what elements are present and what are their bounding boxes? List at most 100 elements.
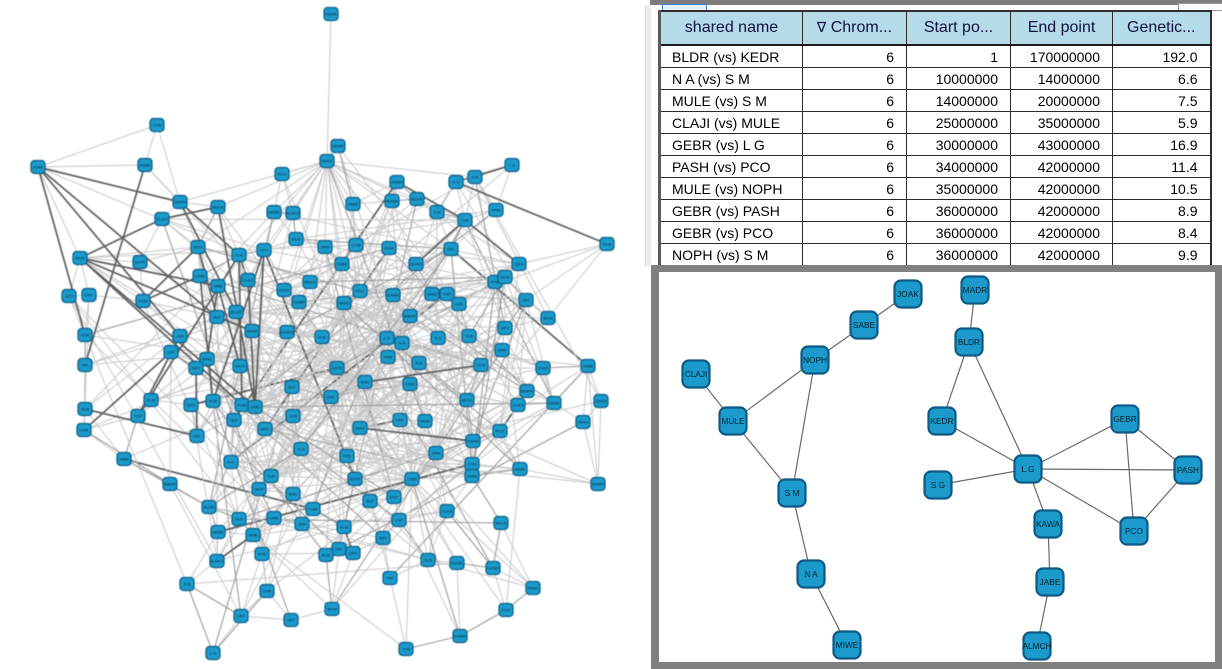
- svg-text:OPL: OPL: [335, 547, 344, 552]
- svg-text:L G: L G: [1021, 464, 1034, 474]
- svg-text:VRT: VRT: [522, 298, 530, 303]
- svg-text:BLDR: BLDR: [231, 310, 242, 315]
- svg-text:DLP: DLP: [65, 294, 73, 299]
- svg-text:SABE: SABE: [337, 262, 348, 267]
- svg-text:CYN: CYN: [477, 363, 486, 368]
- svg-text:SABE: SABE: [140, 163, 151, 168]
- svg-text:S M: S M: [183, 582, 190, 587]
- svg-text:S G: S G: [931, 480, 945, 490]
- svg-text:ZRM: ZRM: [432, 451, 441, 456]
- svg-text:ALMCH: ALMCH: [210, 559, 224, 564]
- svg-text:JOAK: JOAK: [33, 165, 44, 170]
- svg-text:LRP: LRP: [395, 518, 403, 523]
- svg-text:KLM: KLM: [81, 333, 89, 338]
- svg-text:NOPH: NOPH: [174, 200, 186, 205]
- svg-text:MADR: MADR: [963, 285, 987, 295]
- svg-text:N A: N A: [228, 460, 235, 465]
- svg-text:SLM: SLM: [501, 275, 509, 280]
- svg-text:S G: S G: [435, 336, 442, 341]
- svg-text:BGH: BGH: [289, 492, 298, 497]
- svg-text:ASTR: ASTR: [135, 260, 146, 265]
- svg-text:BLDR: BLDR: [958, 337, 980, 347]
- svg-text:L G: L G: [384, 336, 390, 341]
- svg-text:WLR: WLR: [255, 487, 264, 492]
- svg-text:N A: N A: [472, 175, 479, 180]
- svg-text:JOAK: JOAK: [538, 366, 549, 371]
- svg-text:MIWE: MIWE: [269, 210, 280, 215]
- svg-text:CYN: CYN: [352, 243, 361, 248]
- svg-text:NOPH: NOPH: [410, 262, 422, 267]
- svg-text:ASTR: ASTR: [332, 366, 343, 371]
- svg-text:L G: L G: [509, 163, 515, 168]
- svg-text:PRB: PRB: [492, 208, 501, 213]
- svg-text:RTB: RTB: [209, 399, 217, 404]
- svg-text:NRT: NRT: [379, 536, 388, 541]
- svg-text:ZRM: ZRM: [498, 348, 507, 353]
- svg-text:JOAK: JOAK: [384, 246, 395, 251]
- svg-text:FUM: FUM: [238, 403, 247, 408]
- svg-text:TUK: TUK: [461, 218, 469, 223]
- svg-text:ERT: ERT: [85, 293, 93, 298]
- svg-text:MIWE: MIWE: [213, 530, 224, 535]
- svg-text:CYN: CYN: [468, 462, 477, 467]
- svg-text:BGH: BGH: [361, 380, 370, 385]
- svg-text:PCO: PCO: [356, 289, 365, 294]
- svg-text:PASH: PASH: [528, 586, 539, 591]
- svg-text:LRP: LRP: [396, 418, 404, 423]
- svg-text:SABE: SABE: [583, 364, 594, 369]
- svg-text:NOPH: NOPH: [592, 482, 604, 487]
- svg-text:MNB: MNB: [203, 357, 212, 362]
- svg-text:PCO: PCO: [278, 172, 287, 177]
- svg-text:GRB: GRB: [270, 516, 279, 521]
- svg-text:QRS: QRS: [187, 403, 196, 408]
- svg-text:PASH: PASH: [322, 159, 333, 164]
- svg-text:S G: S G: [298, 447, 305, 452]
- svg-text:JABE: JABE: [1040, 577, 1061, 587]
- svg-text:YLB: YLB: [465, 334, 473, 339]
- svg-text:ZRM: ZRM: [321, 245, 330, 250]
- svg-text:KAWA: KAWA: [391, 180, 403, 185]
- svg-text:CLAJI: CLAJI: [513, 403, 524, 408]
- svg-text:GEBR: GEBR: [332, 144, 343, 149]
- svg-text:GRB: GRB: [214, 284, 223, 289]
- svg-text:TRP: TRP: [443, 292, 451, 297]
- svg-text:MULE: MULE: [495, 521, 506, 526]
- svg-text:MULE: MULE: [461, 398, 472, 403]
- svg-text:WLM: WLM: [543, 316, 552, 321]
- svg-text:TUK: TUK: [267, 474, 275, 479]
- svg-text:KAWA: KAWA: [467, 439, 479, 444]
- svg-text:L G: L G: [210, 651, 216, 656]
- svg-text:QRS: QRS: [515, 262, 524, 267]
- svg-text:NOPH: NOPH: [521, 389, 533, 394]
- svg-text:GRB: GRB: [251, 405, 260, 410]
- svg-text:JUN: JUN: [289, 414, 297, 419]
- svg-text:MNB: MNB: [249, 533, 258, 538]
- svg-text:S G: S G: [453, 180, 460, 185]
- svg-text:GEBR: GEBR: [487, 566, 498, 571]
- svg-text:N A: N A: [804, 569, 818, 579]
- svg-text:KEDR: KEDR: [325, 12, 336, 17]
- svg-text:UVB: UVB: [80, 428, 89, 433]
- svg-text:QRS: QRS: [349, 551, 358, 556]
- svg-text:PLM: PLM: [322, 553, 330, 558]
- svg-text:NOPH: NOPH: [803, 355, 827, 365]
- svg-text:TRP: TRP: [386, 576, 394, 581]
- svg-text:PRB: PRB: [343, 454, 352, 459]
- svg-text:NRT: NRT: [261, 427, 270, 432]
- svg-text:PCO: PCO: [1125, 526, 1144, 536]
- svg-text:MADR: MADR: [164, 482, 176, 487]
- svg-text:MIWE: MIWE: [836, 640, 859, 650]
- svg-text:SLM: SLM: [81, 407, 89, 412]
- svg-text:SABE: SABE: [853, 320, 876, 330]
- svg-text:KAWA: KAWA: [387, 293, 399, 298]
- svg-text:WLR: WLR: [236, 364, 245, 369]
- svg-text:XPT: XPT: [260, 248, 268, 253]
- svg-text:S M: S M: [318, 335, 325, 340]
- svg-text:RTB: RTB: [491, 280, 499, 285]
- svg-text:MADR: MADR: [404, 314, 416, 319]
- svg-text:VRT: VRT: [193, 434, 201, 439]
- svg-text:CLAJI: CLAJI: [442, 509, 453, 514]
- svg-text:CRM: CRM: [407, 477, 416, 482]
- svg-text:PCO: PCO: [496, 429, 505, 434]
- svg-text:MULE: MULE: [304, 280, 315, 285]
